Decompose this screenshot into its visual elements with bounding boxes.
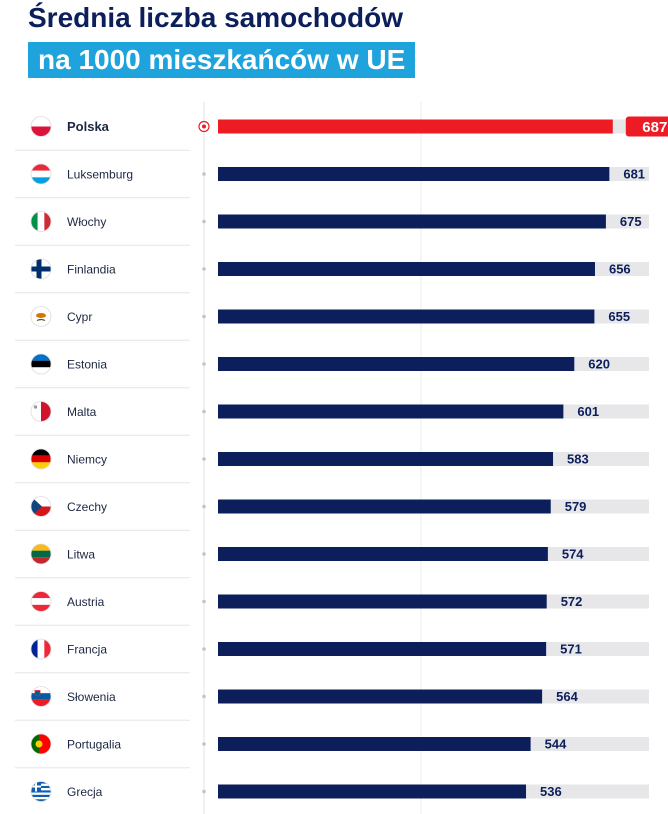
- flag-mt-icon: [30, 401, 52, 422]
- bar-chart: Polska 687 Luksemburg 681 Włochy 675 Finlandia…: [15, 102, 668, 814]
- value-label: 536: [540, 784, 562, 799]
- value-label: 656: [609, 262, 631, 277]
- flag-fi-icon: [30, 258, 52, 280]
- axis-dot: [202, 742, 206, 746]
- bar: [218, 404, 564, 419]
- bar: [218, 594, 547, 609]
- country-label: Czechy: [67, 500, 107, 514]
- value-label: 572: [561, 594, 583, 609]
- value-label: 601: [577, 404, 599, 419]
- country-label: Francja: [67, 643, 107, 657]
- country-label: Polska: [67, 119, 110, 134]
- flag-cz-icon: [30, 496, 52, 517]
- value-label: 571: [560, 642, 582, 657]
- value-label: 583: [567, 452, 589, 467]
- axis-dot: [202, 172, 206, 176]
- bar: [218, 452, 554, 466]
- axis-dot: [202, 647, 206, 651]
- flag-gr-icon: [30, 781, 52, 802]
- axis-dot: [202, 789, 206, 794]
- value-label: 675: [620, 214, 642, 229]
- axis-dot: [202, 457, 206, 461]
- country-label: Litwa: [67, 548, 95, 562]
- bar: [218, 737, 531, 751]
- axis-dot: [202, 552, 206, 556]
- country-label: Włochy: [67, 215, 106, 229]
- value-label: 687: [642, 119, 667, 136]
- axis-dot: [202, 314, 206, 319]
- value-label: 579: [565, 499, 587, 514]
- flag-de-icon: [30, 448, 52, 470]
- flag-cy-icon: [30, 306, 52, 327]
- flag-fr-icon: [30, 638, 52, 660]
- country-label: Malta: [67, 405, 97, 419]
- value-label: 681: [623, 167, 645, 182]
- flag-lt-icon: [30, 543, 52, 565]
- axis-dot: [202, 409, 206, 414]
- axis-dot: [202, 267, 206, 271]
- value-label: 655: [608, 309, 630, 324]
- bar: [218, 214, 606, 229]
- axis-dot: [202, 362, 206, 366]
- axis-dot: [202, 219, 206, 224]
- chart-title-line2: na 1000 mieszkańców w UE: [28, 42, 416, 78]
- bar: [218, 309, 595, 324]
- bar: [218, 262, 595, 276]
- axis-dot: [202, 694, 206, 699]
- flag-si-icon: [30, 686, 52, 707]
- bar: [218, 689, 543, 704]
- country-label: Finlandia: [67, 263, 116, 277]
- flag-pt-icon: [30, 733, 52, 755]
- bar: [218, 784, 527, 799]
- country-label: Grecja: [67, 785, 103, 799]
- country-label: Austria: [67, 595, 105, 609]
- bar: [218, 357, 575, 371]
- bar: [218, 499, 551, 514]
- country-label: Portugalia: [67, 738, 121, 752]
- flag-pl-icon: [30, 116, 52, 137]
- country-label: Cypr: [67, 310, 92, 324]
- flag-at-icon: [30, 591, 52, 612]
- country-label: Estonia: [67, 358, 107, 372]
- flag-ee-icon: [30, 353, 52, 375]
- bar: [218, 119, 613, 134]
- country-label: Niemcy: [67, 453, 107, 467]
- axis-dot: [202, 504, 206, 509]
- bar: [218, 642, 547, 656]
- value-label: 574: [562, 547, 584, 562]
- axis-dot: [202, 599, 206, 604]
- bar: [218, 547, 548, 561]
- flag-lu-icon: [30, 163, 52, 185]
- value-badge: [625, 116, 668, 137]
- flag-it-icon: [30, 211, 52, 232]
- value-label: 544: [545, 737, 567, 752]
- highlight-marker-dot: [202, 124, 206, 129]
- bar: [218, 167, 610, 181]
- value-label: 620: [588, 357, 610, 372]
- country-label: Słowenia: [67, 690, 116, 704]
- chart-title-line1: Średnia liczba samochodów: [28, 2, 403, 33]
- country-label: Luksemburg: [67, 168, 133, 182]
- value-label: 564: [556, 689, 578, 704]
